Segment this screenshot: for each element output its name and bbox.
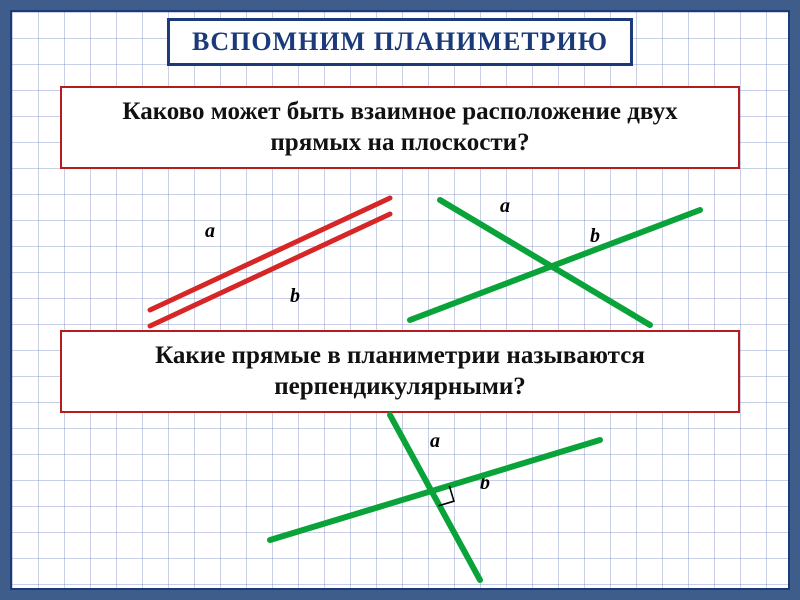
perp-line-a xyxy=(270,440,600,540)
parallel-line-b xyxy=(150,214,390,326)
slide-frame: ВСПОМНИМ ПЛАНИМЕТРИЮ Каково может быть в… xyxy=(0,0,800,600)
diagram-svg xyxy=(0,0,800,600)
intersect-line-b xyxy=(440,200,650,325)
parallel-line-a xyxy=(150,198,390,310)
